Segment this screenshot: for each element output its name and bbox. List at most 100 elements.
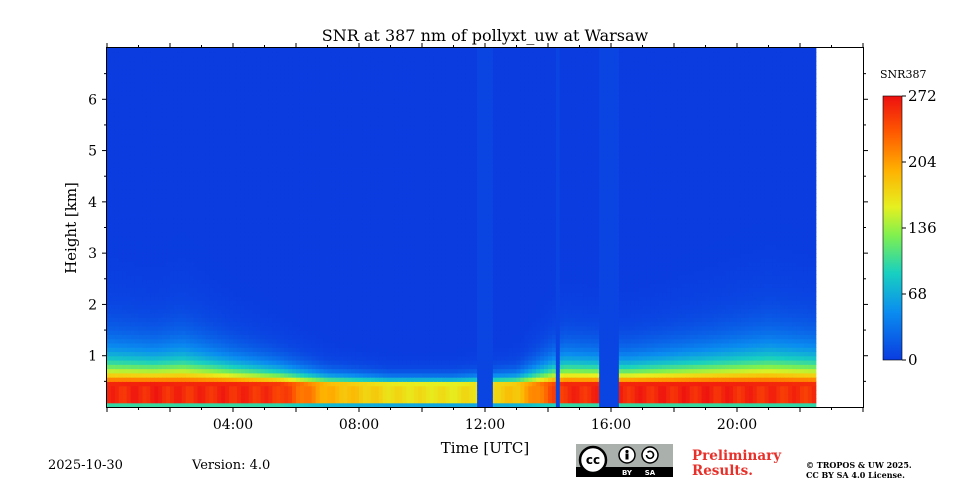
heatmap-cell [190, 266, 195, 271]
heatmap-cell [107, 142, 112, 147]
heatmap-cell [221, 86, 226, 91]
heatmap-cell [229, 257, 234, 262]
heatmap-cell [257, 334, 262, 339]
heatmap-cell [135, 326, 140, 331]
heatmap-cell [107, 262, 112, 267]
heatmap-cell [111, 283, 116, 288]
heatmap-cell [280, 108, 285, 113]
heatmap-cell [296, 202, 301, 207]
heatmap-cell [198, 74, 203, 79]
heatmap-cell [202, 223, 207, 228]
heatmap-cell [331, 129, 336, 134]
heatmap-cell [320, 403, 325, 408]
heatmap-cell [213, 326, 218, 331]
heatmap-cell [296, 116, 301, 121]
heatmap-cell [209, 125, 214, 130]
heatmap-cell [229, 296, 234, 301]
heatmap-cell [202, 394, 207, 399]
heatmap-cell [146, 176, 151, 181]
heatmap-cell [308, 176, 313, 181]
heatmap-cell [312, 198, 317, 203]
heatmap-cell [316, 163, 321, 168]
heatmap-cell [166, 381, 171, 386]
heatmap-cell [320, 129, 325, 134]
heatmap-cell [288, 347, 293, 352]
heatmap-cell [221, 364, 226, 369]
heatmap-cell [166, 347, 171, 352]
heatmap-cell [178, 61, 183, 66]
heatmap-cell [296, 112, 301, 117]
heatmap-cell [146, 91, 151, 96]
heatmap-cell [316, 330, 321, 335]
heatmap-cell [107, 381, 112, 386]
heatmap-cell [198, 322, 203, 327]
heatmap-cell [276, 168, 281, 173]
heatmap-cell [253, 198, 258, 203]
heatmap-cell [320, 257, 325, 262]
heatmap-cell [154, 360, 159, 365]
heatmap-cell [280, 159, 285, 164]
heatmap-cell [272, 249, 277, 254]
heatmap-cell [272, 82, 277, 87]
heatmap-cell [221, 189, 226, 194]
heatmap-cell [233, 74, 238, 79]
heatmap-cell [324, 78, 329, 83]
heatmap-cell [265, 377, 270, 382]
heatmap-cell [296, 91, 301, 96]
heatmap-cell [162, 129, 167, 134]
heatmap-cell [166, 104, 171, 109]
heatmap-cell [253, 215, 258, 220]
heatmap-cell [115, 334, 120, 339]
heatmap-cell [225, 74, 230, 79]
heatmap-cell [229, 381, 234, 386]
heatmap-cell [296, 180, 301, 185]
heatmap-cell [241, 86, 246, 91]
heatmap-cell [237, 198, 242, 203]
heatmap-cell [288, 133, 293, 138]
heatmap-cell [257, 309, 262, 314]
heatmap-cell [265, 347, 270, 352]
heatmap-cell [225, 386, 230, 391]
heatmap-cell [308, 283, 313, 288]
heatmap-cell [221, 377, 226, 382]
heatmap-cell [245, 275, 250, 280]
heatmap-cell [131, 121, 136, 126]
heatmap-cell [253, 322, 258, 327]
heatmap-cell [186, 185, 191, 190]
heatmap-cell [276, 48, 281, 53]
heatmap-cell [292, 232, 297, 237]
heatmap-cell [107, 279, 112, 284]
heatmap-cell [300, 266, 305, 271]
heatmap-cell [194, 104, 199, 109]
heatmap-cell [186, 189, 191, 194]
heatmap-cell [111, 69, 116, 74]
heatmap-cell [280, 155, 285, 160]
heatmap-cell [205, 390, 210, 395]
heatmap-cell [331, 283, 336, 288]
heatmap-cell [209, 249, 214, 254]
heatmap-cell [146, 74, 151, 79]
heatmap-cell [272, 116, 277, 121]
heatmap-cell [268, 104, 273, 109]
heatmap-cell [292, 163, 297, 168]
heatmap-cell [182, 232, 187, 237]
heatmap-cell [221, 215, 226, 220]
heatmap-cell [205, 52, 210, 57]
heatmap-cell [296, 257, 301, 262]
heatmap-cell [249, 326, 254, 331]
heatmap-cell [115, 57, 120, 62]
heatmap-cell [202, 48, 207, 53]
heatmap-cell [288, 198, 293, 203]
heatmap-cell [111, 262, 116, 267]
heatmap-cell [178, 313, 183, 318]
heatmap-cell [166, 360, 171, 365]
heatmap-cell [316, 52, 321, 57]
heatmap-cell [225, 215, 230, 220]
heatmap-cell [324, 347, 329, 352]
heatmap-cell [142, 386, 147, 391]
heatmap-cell [261, 326, 266, 331]
heatmap-cell [320, 240, 325, 245]
heatmap-cell [312, 65, 317, 70]
heatmap-cell [190, 398, 195, 403]
heatmap-cell [115, 317, 120, 322]
